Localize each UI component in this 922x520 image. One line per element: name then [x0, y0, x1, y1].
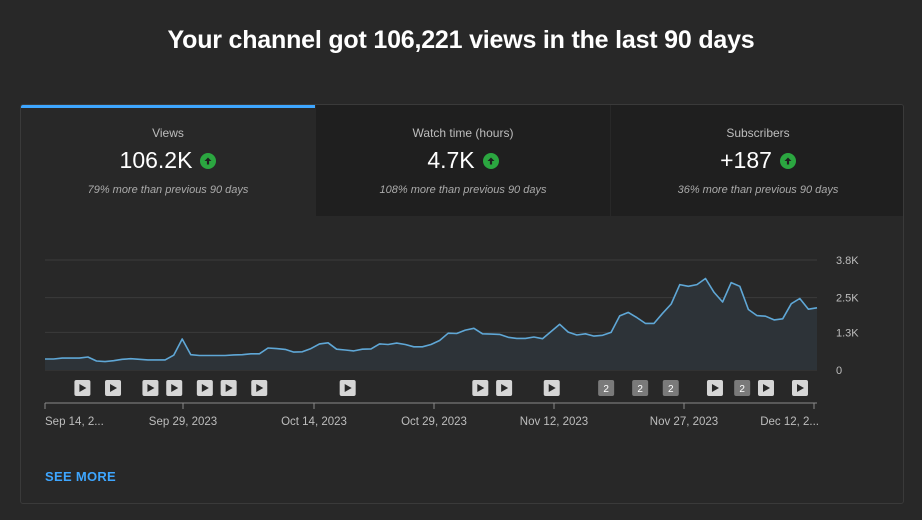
tab-subscribers-value-row: +187	[611, 147, 903, 174]
y-tick-label: 0	[836, 365, 842, 377]
see-more-link[interactable]: SEE MORE	[45, 469, 117, 484]
video-marker[interactable]	[142, 380, 159, 396]
play-icon	[711, 384, 719, 392]
views-series-line	[45, 277, 818, 363]
video-marker[interactable]	[196, 380, 213, 396]
arrow-up-icon	[200, 152, 217, 169]
video-group-marker[interactable]: 2	[598, 380, 615, 396]
arrow-up-icon	[482, 152, 499, 169]
play-icon	[796, 384, 804, 392]
video-marker[interactable]	[543, 380, 560, 396]
x-tick-label: Oct 14, 2023	[281, 416, 347, 428]
svg-text:2: 2	[637, 384, 643, 395]
play-icon	[201, 384, 209, 392]
play-icon	[171, 384, 179, 392]
svg-text:2: 2	[603, 384, 609, 395]
tab-subscribers-label: Subscribers	[726, 126, 790, 140]
tab-views-label: Views	[152, 126, 184, 140]
play-icon	[762, 384, 770, 392]
y-tick-label: 3.8K	[836, 255, 859, 267]
video-marker[interactable]	[757, 380, 774, 396]
tab-watch-time-value-row: 4.7K	[316, 147, 610, 174]
tab-subscribers-comparison: 36% more than previous 90 days	[677, 184, 839, 196]
svg-text:2: 2	[739, 384, 745, 395]
tab-views[interactable]: Views 106.2K 79% more than previous 90 d…	[21, 105, 316, 216]
tab-views-comparison: 79% more than previous 90 days	[87, 184, 249, 196]
svg-text:2: 2	[668, 384, 674, 395]
video-marker[interactable]	[105, 380, 122, 396]
metric-tabs: Views 106.2K 79% more than previous 90 d…	[21, 105, 903, 217]
y-tick-label: 2.5K	[836, 293, 859, 305]
play-icon	[548, 384, 556, 392]
page-headline: Your channel got 106,221 views in the la…	[167, 26, 755, 54]
x-tick-label: Sep 14, 2...	[45, 416, 104, 428]
video-group-marker[interactable]: 2	[662, 380, 679, 396]
play-icon	[501, 384, 509, 392]
views-area-fill	[45, 278, 817, 370]
play-icon	[344, 384, 352, 392]
video-marker[interactable]	[472, 380, 489, 396]
x-tick-label: Oct 29, 2023	[401, 416, 467, 428]
video-group-marker[interactable]: 2	[734, 380, 751, 396]
tab-subscribers[interactable]: Subscribers +187 36% more than previous …	[611, 105, 903, 216]
video-marker[interactable]	[251, 380, 268, 396]
tab-views-value-row: 106.2K	[21, 147, 315, 174]
x-tick-label: Sep 29, 2023	[149, 416, 217, 428]
play-icon	[147, 384, 155, 392]
play-icon	[110, 384, 118, 392]
video-marker[interactable]	[220, 380, 237, 396]
play-icon	[477, 384, 485, 392]
tab-subscribers-value: +187	[720, 147, 772, 173]
play-icon	[225, 384, 233, 392]
play-icon	[79, 384, 87, 392]
tab-watch-time[interactable]: Watch time (hours) 4.7K 108% more than p…	[316, 105, 611, 216]
arrow-up-icon	[779, 152, 796, 169]
video-marker[interactable]	[496, 380, 513, 396]
views-chart[interactable]: 2 2 2 2 3.8K 2.5K 1.3K 0 Sep 14, 2... Sep 29, 2…	[21, 217, 904, 437]
x-tick-label: Nov 27, 2023	[650, 416, 718, 428]
play-icon	[256, 384, 264, 392]
analytics-card: Views 106.2K 79% more than previous 90 d…	[20, 104, 904, 504]
x-tick-label: Nov 12, 2023	[520, 416, 588, 428]
tab-watch-time-label: Watch time (hours)	[412, 126, 514, 140]
tab-watch-time-comparison: 108% more than previous 90 days	[379, 184, 547, 196]
video-marker[interactable]	[74, 380, 91, 396]
tab-views-value: 106.2K	[119, 147, 193, 173]
video-marker[interactable]	[339, 380, 356, 396]
y-tick-label: 1.3K	[836, 327, 859, 339]
tab-watch-time-value: 4.7K	[427, 147, 475, 173]
x-tick-label: Dec 12, 2...	[760, 416, 819, 428]
video-marker[interactable]	[791, 380, 808, 396]
video-marker[interactable]	[166, 380, 183, 396]
video-group-marker[interactable]: 2	[632, 380, 649, 396]
video-marker[interactable]	[706, 380, 723, 396]
